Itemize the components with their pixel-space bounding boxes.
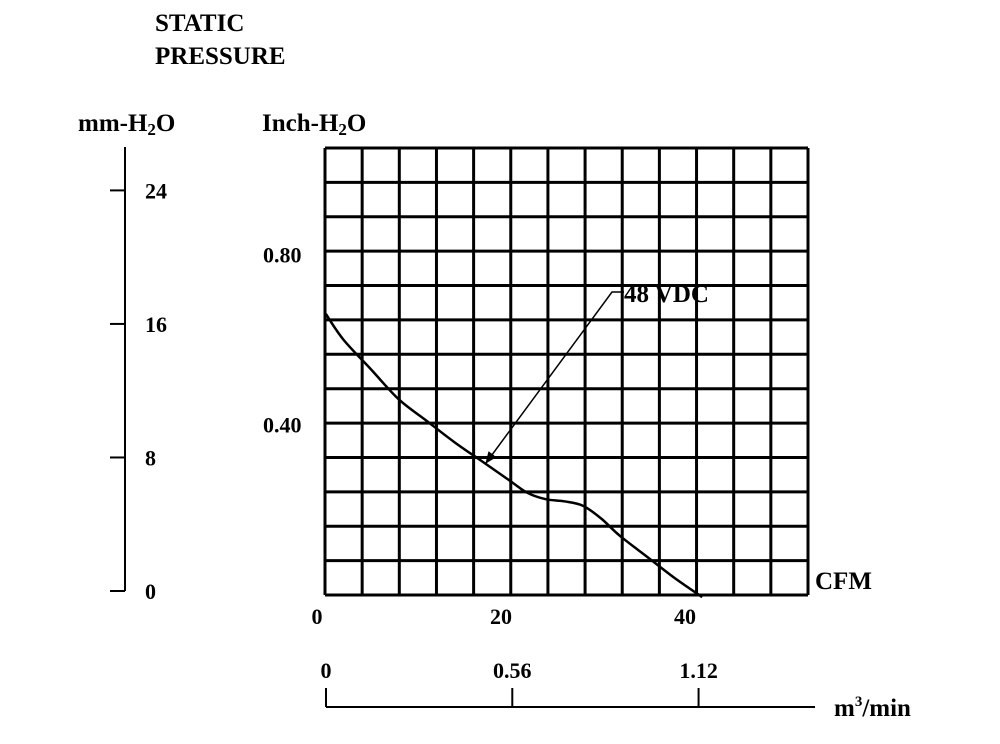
left-axis-tick-label: 8 xyxy=(145,445,156,470)
chart-grid xyxy=(323,146,810,597)
left-axis-tick-label: 0 xyxy=(145,579,156,604)
series-line-48vdc xyxy=(324,313,703,599)
y-tick-label: 0.80 xyxy=(263,242,302,267)
x-axis-label-cfm: CFM xyxy=(815,568,872,595)
left-axis-tick-label: 16 xyxy=(145,312,167,337)
y-axis-label-suffix: O xyxy=(347,110,366,137)
m3-min-axis: 0 0.56 1.12 xyxy=(321,658,815,708)
mm-h2o-axis: 24 16 8 0 xyxy=(110,147,167,604)
inch-h2o-ticks: 0.80 0.40 xyxy=(263,242,302,437)
left-axis-label-prefix: mm-H xyxy=(78,110,148,137)
annotation-arrow xyxy=(485,291,624,464)
annotation-layer: 48 VDC xyxy=(485,281,709,464)
y-tick-label: 0.40 xyxy=(263,413,302,438)
left-axis-label: mm-H2O xyxy=(78,110,175,139)
metric-axis-label-suffix: /min xyxy=(861,695,911,722)
cfm-ticks: 0 20 40 xyxy=(312,604,697,629)
metric-axis-tick-label: 0 xyxy=(321,658,332,683)
metric-axis-tick-label: 1.12 xyxy=(679,658,718,683)
chart-title-line-1: STATIC xyxy=(155,10,244,37)
metric-axis-label-sup: 3 xyxy=(855,694,863,710)
x-tick-label: 20 xyxy=(490,604,512,629)
left-axis-label-suffix: O xyxy=(156,110,175,137)
left-axis-tick-label: 24 xyxy=(145,178,167,203)
left-axis-label-sub: 2 xyxy=(147,120,156,139)
metric-axis-label-base: m xyxy=(834,695,855,722)
annotation-label-48vdc: 48 VDC xyxy=(624,281,709,308)
x-tick-label: 40 xyxy=(674,604,696,629)
series-layer xyxy=(324,313,703,599)
chart-title-line-2: PRESSURE xyxy=(155,43,286,70)
y-axis-label-prefix: Inch-H xyxy=(262,110,339,137)
metric-axis-label: m3/min xyxy=(834,694,911,722)
metric-axis-tick-label: 0.56 xyxy=(493,658,532,683)
y-axis-label-sub: 2 xyxy=(338,120,347,139)
x-tick-label: 0 xyxy=(312,604,323,629)
y-axis-label: Inch-H2O xyxy=(262,110,366,139)
